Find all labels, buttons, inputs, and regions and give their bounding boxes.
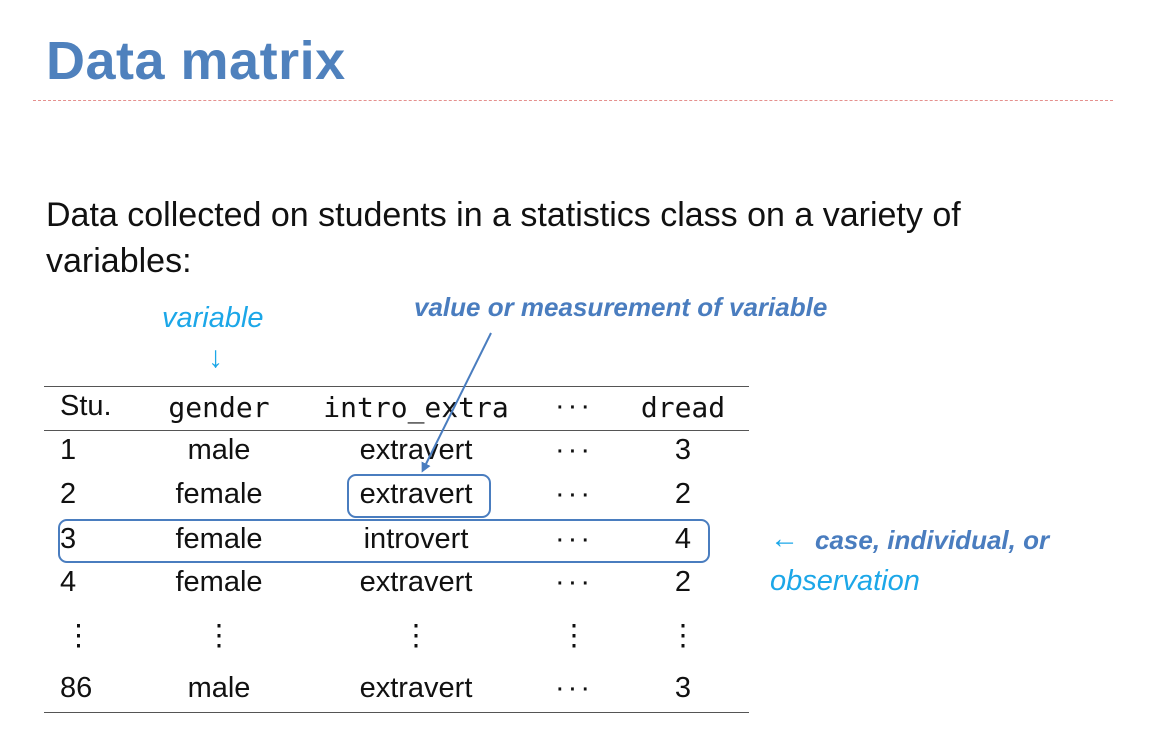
table-top-rule [44, 386, 749, 387]
header-intro-extra: intro_extra [323, 391, 509, 424]
cell-stu: 4 [60, 566, 77, 598]
title-divider [33, 100, 1113, 101]
intro-text: Data collected on students in a statisti… [46, 196, 961, 280]
cell-vdots: ⋮ [668, 620, 698, 652]
cell-vdots: ⋮ [401, 620, 431, 652]
case-arrow-icon: ← [770, 523, 799, 555]
cell-ellipsis: ··· [555, 434, 593, 466]
value-annotation: value or measurement of variable [414, 292, 828, 322]
cell-intro-extra: introvert [363, 523, 469, 555]
table-bottom-rule [44, 712, 749, 713]
variable-annotation: variable [162, 302, 264, 334]
cell-gender: male [187, 672, 251, 704]
cell-dread: 2 [674, 478, 692, 510]
cell-dread: 3 [674, 434, 692, 466]
header-dread: dread [640, 391, 726, 424]
cell-stu: 86 [60, 672, 93, 704]
header-ellipsis: ··· [555, 390, 593, 422]
cell-vdots: ⋮ [204, 620, 234, 652]
header-gender: gender [168, 391, 270, 424]
cell-stu: 1 [60, 434, 77, 466]
cell-ellipsis: ··· [555, 672, 593, 704]
cell-stu: 3 [60, 523, 77, 555]
observation-annotation: observation [770, 565, 920, 597]
cell-gender: female [175, 523, 263, 555]
cell-vdots: ⋮ [559, 620, 589, 652]
cell-gender: female [175, 478, 263, 510]
cell-ellipsis: ··· [555, 566, 593, 598]
cell-stu: 2 [60, 478, 77, 510]
page-title: Data matrix [46, 31, 346, 91]
cell-intro-extra: extravert [359, 672, 473, 704]
cell-intro-extra: extravert [359, 434, 473, 466]
cell-gender: male [187, 434, 251, 466]
variable-arrow-icon: ↓ [208, 341, 223, 374]
cell-dread: 2 [674, 566, 692, 598]
cell-dread: 3 [674, 672, 692, 704]
case-annotation: case, individual, or [815, 525, 1050, 555]
cell-intro-extra: extravert [359, 566, 473, 598]
table-header-rule [44, 430, 749, 431]
cell-ellipsis: ··· [555, 523, 593, 555]
cell-dread: 4 [674, 523, 692, 555]
case-highlight-box [58, 519, 710, 563]
header-stu: Stu. [60, 390, 112, 422]
cell-vdots: ⋮ [64, 620, 93, 652]
value-highlight-box [347, 474, 491, 518]
cell-ellipsis: ··· [555, 478, 593, 510]
cell-gender: female [175, 566, 263, 598]
cell-intro-extra: extravert [359, 478, 473, 510]
